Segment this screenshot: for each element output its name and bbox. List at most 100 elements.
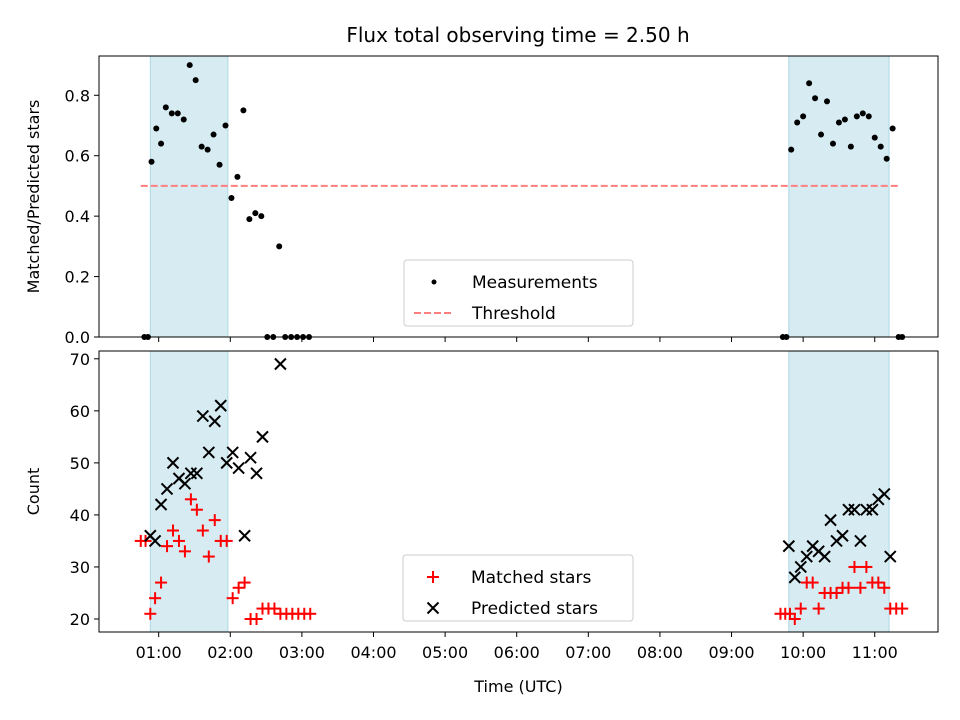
matched-point	[196, 524, 209, 537]
y-tick-label: 60	[70, 402, 90, 421]
predicted-point	[884, 550, 897, 563]
predicted-point	[788, 571, 801, 584]
legend-label: Measurements	[472, 273, 598, 293]
legend-label: Matched stars	[471, 568, 591, 588]
measurement-point	[788, 146, 795, 153]
y-tick-label: 30	[70, 558, 90, 577]
predicted-point-b	[806, 539, 819, 553]
predicted-point	[824, 513, 837, 527]
observing-window-1	[149, 350, 229, 633]
matched-point	[238, 576, 251, 589]
predicted-point	[190, 467, 204, 480]
legend-box	[402, 554, 634, 622]
panel-counts: 20 30 40 50 60 70 Count 01:00 02:00 03:00 04:00 05:…	[24, 350, 939, 696]
y-axis-label: Count	[24, 468, 43, 516]
predicted-point	[208, 415, 221, 428]
predicted-point	[202, 446, 216, 459]
predicted-point-b	[232, 461, 245, 475]
measurement-point	[818, 131, 825, 138]
observing-window-2	[788, 350, 890, 633]
predicted-point	[160, 482, 174, 496]
x-tick-label: 05:00	[422, 643, 468, 662]
predicted-point	[848, 503, 861, 516]
matched-point	[854, 581, 867, 594]
measurement-point	[847, 143, 854, 150]
predicted-point-b	[178, 477, 192, 490]
measurement-point	[853, 113, 860, 120]
predicted-point-b	[190, 467, 204, 480]
x-tick-label: 08:00	[637, 643, 683, 662]
axes-frame	[98, 55, 939, 338]
predicted-point	[232, 461, 245, 475]
predicted-point-b	[274, 357, 287, 371]
measurement-point	[186, 62, 193, 69]
predicted-point	[250, 467, 263, 480]
predicted-point	[166, 456, 180, 470]
measurement-point	[168, 110, 175, 117]
axes-frame	[98, 350, 939, 633]
predicted-point	[782, 539, 796, 553]
measurement-point	[841, 116, 848, 123]
matched-point	[842, 581, 855, 594]
measurement-point	[210, 131, 217, 138]
measurement-point	[222, 122, 229, 129]
predicted-point-b	[166, 456, 180, 470]
predicted-point-b	[866, 503, 879, 516]
y-tick-label: 0.0	[65, 328, 90, 347]
matched-point	[268, 602, 281, 615]
predicted-point	[220, 456, 233, 470]
matched-point	[860, 560, 873, 573]
measurement-point	[158, 140, 165, 147]
series-predicted-stars	[144, 357, 897, 584]
predicted-point-b	[836, 529, 849, 542]
measurement-point	[252, 210, 259, 217]
legend-label: Threshold	[471, 304, 556, 324]
measurement-point	[877, 143, 884, 150]
matched-point	[220, 534, 233, 547]
predicted-point	[238, 529, 251, 542]
matched-point	[830, 586, 843, 599]
matched-point	[202, 550, 215, 563]
panel-ratio: 0.0 0.2 0.4 0.6 0.8 Matched/Predicted stars Me…	[24, 55, 939, 347]
predicted-point-b	[244, 451, 257, 464]
matched-point	[806, 576, 819, 589]
series-measurements	[141, 62, 906, 340]
predicted-point-b	[220, 456, 233, 470]
y-tick-label: 0.8	[65, 86, 90, 105]
predicted-point	[818, 550, 831, 563]
legend: Measurements Threshold	[403, 259, 634, 327]
legend-marker-measurements	[431, 279, 437, 285]
measurement-point	[192, 77, 199, 84]
predicted-point-b	[854, 534, 867, 548]
predicted-point-b	[196, 409, 210, 423]
predicted-point	[866, 503, 879, 516]
legend-label: Predicted stars	[471, 599, 598, 619]
chart-title: Flux total observing time = 2.50 h	[346, 23, 689, 47]
y-tick-label: 50	[70, 454, 90, 473]
x-tick-label: 09:00	[708, 643, 754, 662]
predicted-point-b	[202, 446, 216, 459]
measurement-point	[153, 125, 160, 132]
predicted-point	[196, 409, 210, 423]
measurement-point	[174, 110, 181, 117]
matched-point	[149, 592, 162, 605]
matched-point	[812, 602, 825, 615]
predicted-point-b	[154, 498, 168, 511]
predicted-point-b	[878, 487, 891, 501]
matched-point	[161, 540, 174, 553]
matched-point	[878, 581, 891, 594]
predicted-point-b	[824, 513, 837, 527]
y-axis-label: Matched/Predicted stars	[24, 100, 43, 294]
y-tick-label: 0.6	[65, 147, 90, 166]
x-tick-label: 07:00	[565, 643, 611, 662]
predicted-point-b	[256, 430, 269, 444]
x-axis-label: Time (UTC)	[473, 677, 562, 696]
predicted-point-b	[172, 472, 186, 485]
predicted-point-b	[250, 467, 263, 480]
x-tick-label: 02:00	[207, 643, 253, 662]
predicted-point-b	[208, 415, 221, 428]
measurement-point	[889, 125, 896, 132]
series-matched-stars	[134, 493, 909, 625]
predicted-point	[154, 498, 168, 511]
